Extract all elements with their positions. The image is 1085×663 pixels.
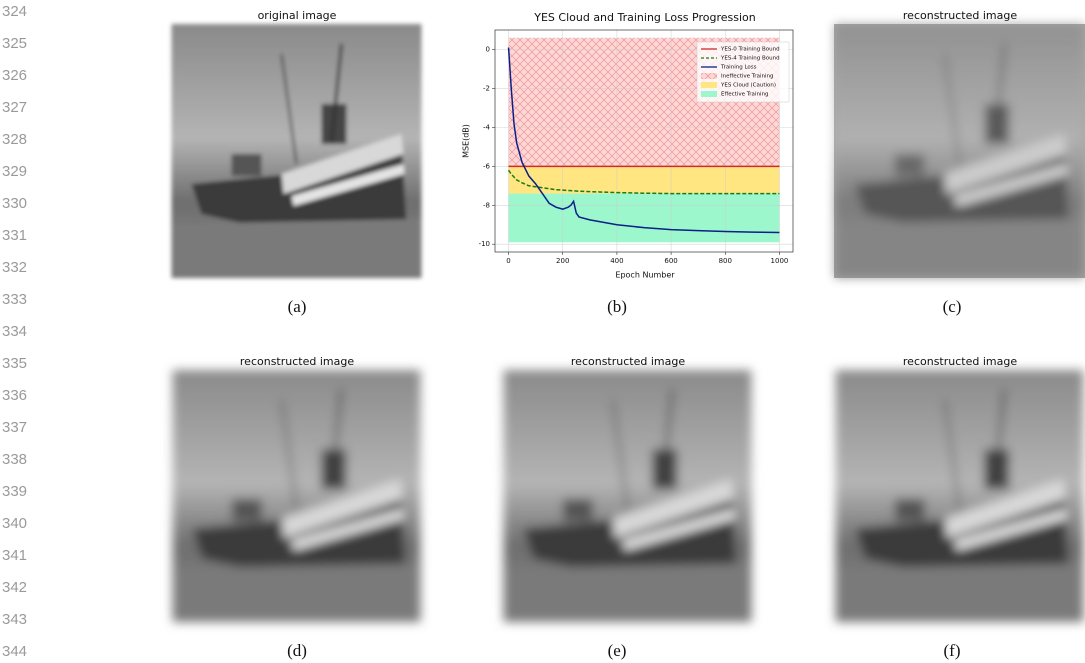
- line-number: 333: [2, 291, 27, 308]
- image-c: [834, 24, 1085, 278]
- caption: (e): [608, 641, 627, 660]
- line-number: 338: [2, 451, 27, 468]
- y-tick-label: -10: [479, 240, 490, 248]
- legend-label: YES Cloud (Caution): [720, 83, 776, 89]
- caption: (d): [287, 641, 307, 660]
- line-number: 325: [2, 35, 27, 52]
- panel-title: reconstructed image: [571, 355, 685, 368]
- region: [508, 166, 780, 194]
- panel-title: original image: [258, 9, 337, 22]
- line-number: 334: [2, 323, 27, 340]
- line-number: 326: [2, 67, 27, 84]
- legend-swatch: [701, 91, 717, 97]
- image-a: [171, 24, 422, 278]
- image-f: [834, 370, 1085, 622]
- x-tick-label: 1000: [771, 257, 789, 265]
- line-number: 331: [2, 227, 27, 244]
- line-number: 344: [2, 643, 27, 660]
- x-tick-label: 0: [506, 257, 510, 265]
- y-tick-label: -4: [483, 123, 491, 131]
- y-tick-label: 0: [486, 45, 490, 53]
- legend-swatch-hatch: [701, 73, 717, 79]
- line-number: 340: [2, 515, 27, 532]
- chart-title: YES Cloud and Training Loss Progression: [533, 11, 756, 24]
- legend-swatch: [701, 82, 717, 88]
- legend-label: Effective Training: [721, 92, 768, 98]
- region: [508, 193, 780, 243]
- y-axis-label: MSE(dB): [462, 124, 471, 158]
- line-number: 335: [2, 355, 27, 372]
- plot-frame: [494, 29, 794, 253]
- chart: 0 200 400 600 800 1000 0 -2 -4 -6 -8 -10 YES-0 Train…: [479, 29, 794, 265]
- caption: (a): [288, 297, 307, 316]
- series-line: [507, 47, 780, 234]
- caption: (c): [943, 297, 962, 316]
- line-number: 329: [2, 163, 27, 180]
- x-tick-label: 400: [610, 257, 623, 265]
- line-number: 337: [2, 419, 27, 436]
- y-tick-label: -2: [483, 84, 490, 92]
- caption: (b): [607, 297, 627, 316]
- line-number: 342: [2, 579, 27, 596]
- y-tick-label: -6: [483, 162, 491, 170]
- line-number: 341: [2, 547, 27, 564]
- legend-label: Training Loss: [720, 65, 757, 71]
- line-number: 343: [2, 611, 27, 628]
- panel-title: reconstructed image: [903, 9, 1017, 22]
- caption: (f): [944, 641, 961, 660]
- x-tick-label: 200: [556, 257, 569, 265]
- line-number: 330: [2, 195, 27, 212]
- image-d: [171, 370, 422, 622]
- y-tick-label: -8: [483, 201, 490, 209]
- line-number: 327: [2, 99, 27, 116]
- legend-label: YES-0 Training Bound: [720, 47, 780, 53]
- panel-title: reconstructed image: [903, 355, 1017, 368]
- line-number: 339: [2, 483, 27, 500]
- line-number: 332: [2, 259, 27, 276]
- x-tick-label: 800: [719, 257, 732, 265]
- legend-label: Ineffective Training: [721, 74, 773, 80]
- panel-title: reconstructed image: [240, 355, 354, 368]
- line-number: 336: [2, 387, 27, 404]
- legend-label: YES-4 Training Bound: [720, 56, 780, 62]
- line-number: 328: [2, 131, 27, 148]
- image-e: [502, 370, 753, 622]
- x-tick-label: 600: [664, 257, 677, 265]
- series-line: [507, 169, 780, 195]
- x-axis-label: Epoch Number: [615, 271, 675, 280]
- line-number: 324: [2, 3, 27, 20]
